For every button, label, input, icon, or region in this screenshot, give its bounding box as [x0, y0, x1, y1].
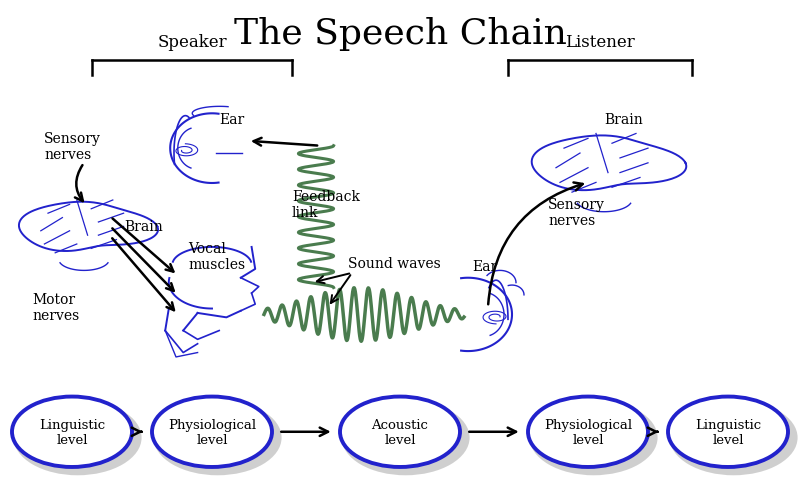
Ellipse shape: [342, 400, 470, 475]
Text: Listener: Listener: [565, 34, 635, 51]
Text: Physiological
level: Physiological level: [544, 418, 632, 446]
Ellipse shape: [154, 400, 282, 475]
Ellipse shape: [528, 397, 648, 467]
Ellipse shape: [340, 397, 460, 467]
Ellipse shape: [668, 397, 788, 467]
Ellipse shape: [12, 397, 132, 467]
Text: Sound waves: Sound waves: [348, 257, 441, 270]
Ellipse shape: [14, 400, 142, 475]
Ellipse shape: [152, 397, 272, 467]
Text: Brain: Brain: [604, 113, 642, 126]
Ellipse shape: [530, 400, 658, 475]
Text: Linguistic
level: Linguistic level: [39, 418, 105, 446]
Text: Motor
nerves: Motor nerves: [32, 292, 79, 323]
Text: The Speech Chain: The Speech Chain: [234, 17, 566, 51]
Text: Feedback
link: Feedback link: [292, 190, 360, 220]
Text: Acoustic
level: Acoustic level: [371, 418, 429, 446]
Text: Sensory
nerves: Sensory nerves: [548, 197, 605, 227]
Ellipse shape: [670, 400, 798, 475]
Text: Vocal
muscles: Vocal muscles: [188, 241, 245, 271]
Text: Linguistic
level: Linguistic level: [695, 418, 761, 446]
Text: Brain: Brain: [124, 220, 162, 234]
Text: Ear: Ear: [472, 259, 498, 273]
Text: Speaker: Speaker: [157, 34, 227, 51]
Text: Ear: Ear: [219, 113, 245, 126]
Text: Sensory
nerves: Sensory nerves: [44, 131, 101, 162]
Text: Physiological
level: Physiological level: [168, 418, 256, 446]
